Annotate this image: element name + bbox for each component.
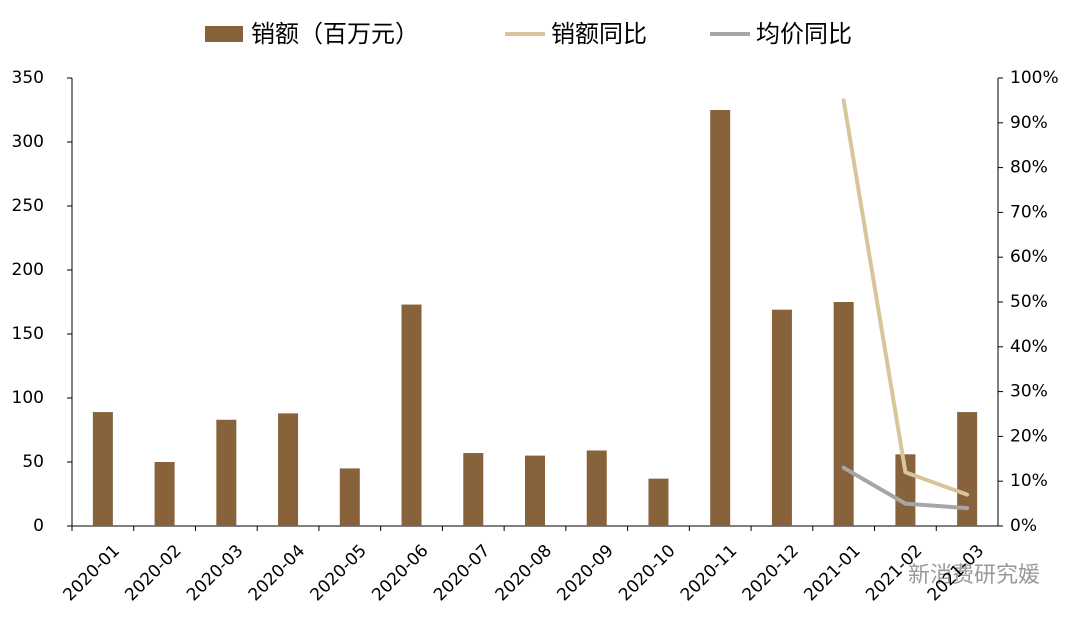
x-tick-label: 2020-04	[245, 541, 309, 605]
y2-tick-label: 0%	[1010, 516, 1037, 536]
x-tick-label: 2020-07	[430, 541, 494, 605]
x-tick-label: 2020-06	[368, 541, 432, 605]
bar	[957, 412, 978, 526]
bar	[339, 468, 360, 526]
line	[841, 98, 970, 497]
bar	[92, 412, 113, 526]
y-tick-label: 250	[12, 196, 44, 216]
x-tick-label: 2020-01	[60, 541, 124, 605]
y2-tick-label: 20%	[1010, 426, 1048, 446]
y-tick-label: 150	[12, 324, 44, 344]
y2-tick-label: 70%	[1010, 202, 1048, 222]
bar	[771, 309, 792, 526]
legend-label: 销额同比	[551, 20, 647, 48]
legend-label: 销额（百万元）	[251, 20, 419, 48]
bar	[833, 302, 854, 526]
x-tick-label: 2020-02	[121, 541, 185, 605]
x-tick-label: 2020-12	[739, 541, 803, 605]
line	[841, 465, 970, 511]
y2-tick-label: 80%	[1010, 158, 1048, 178]
y2-tick-label: 60%	[1010, 247, 1048, 267]
bar	[525, 455, 545, 526]
y2-tick-label: 100%	[1010, 68, 1059, 88]
bar	[710, 110, 731, 526]
bar	[216, 419, 237, 526]
x-tick-label: 2020-05	[307, 541, 371, 605]
y2-tick-label: 50%	[1010, 292, 1048, 312]
bar	[648, 478, 669, 526]
x-tick-label: 2020-11	[677, 541, 741, 605]
x-tick-label: 2020-08	[492, 541, 556, 605]
y-tick-label: 200	[12, 260, 44, 280]
x-tick-label: 2020-09	[553, 541, 617, 605]
y2-tick-label: 10%	[1010, 471, 1048, 491]
y-tick-label: 300	[12, 132, 44, 152]
y2-tick-label: 40%	[1010, 337, 1048, 357]
legend-label: 均价同比	[756, 20, 852, 48]
bar	[278, 413, 299, 526]
y-tick-label: 50	[22, 452, 44, 472]
x-tick-label: 2020-03	[183, 541, 247, 605]
watermark: 新消费研究媛	[908, 563, 1040, 588]
y2-tick-label: 30%	[1010, 382, 1048, 402]
y-tick-label: 0	[33, 516, 44, 536]
x-tick-label: 2020-10	[615, 541, 679, 605]
bar	[463, 453, 484, 526]
bar	[586, 450, 607, 526]
y2-tick-label: 90%	[1010, 113, 1048, 133]
bar	[154, 462, 175, 526]
y-tick-label: 350	[12, 68, 44, 88]
bar	[401, 304, 422, 526]
x-tick-label: 2021-01	[800, 541, 864, 605]
legend: 销额（百万元） 销额同比 均价同比	[205, 20, 852, 48]
y-tick-label: 100	[12, 388, 44, 408]
legend-swatch	[205, 26, 243, 42]
